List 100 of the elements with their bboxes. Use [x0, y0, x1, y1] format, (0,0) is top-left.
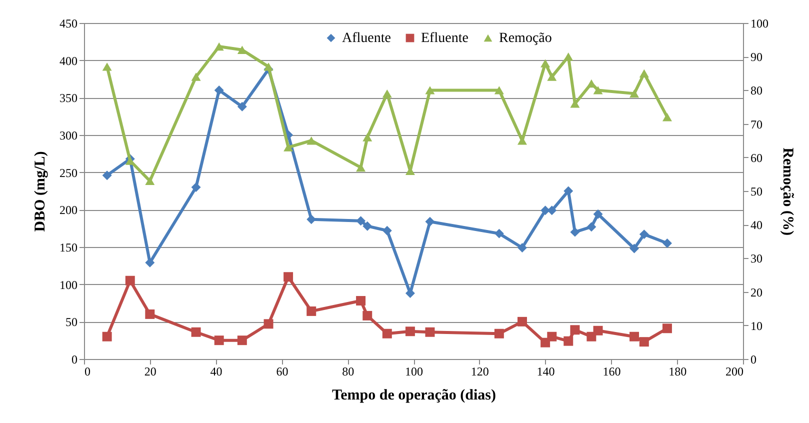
y2-tick-label: 80	[750, 84, 762, 98]
legend-label: Efluente	[421, 31, 468, 46]
point	[630, 89, 640, 98]
y-tick-label: 100	[60, 278, 78, 292]
y2-tick-label: 0	[750, 352, 756, 366]
point	[639, 337, 649, 347]
point	[564, 52, 574, 61]
point	[662, 324, 672, 334]
point	[662, 238, 672, 248]
point	[102, 62, 112, 71]
point	[382, 89, 392, 98]
point	[425, 327, 435, 337]
point	[564, 186, 574, 196]
y2-tick-label: 100	[750, 16, 768, 30]
point	[639, 230, 649, 240]
point	[191, 327, 201, 337]
point	[494, 328, 504, 338]
y2-tick-label: 10	[750, 318, 762, 333]
point	[405, 326, 415, 336]
y2-tick-label: 70	[750, 117, 762, 132]
point	[586, 332, 596, 342]
point	[306, 136, 316, 145]
point	[125, 276, 135, 286]
point	[264, 62, 274, 71]
y-tick-label: 200	[60, 203, 78, 218]
point	[517, 243, 527, 252]
point	[306, 306, 316, 316]
point	[593, 209, 603, 219]
point	[214, 42, 224, 51]
point	[356, 216, 366, 226]
point	[356, 163, 366, 172]
point	[547, 72, 557, 81]
point	[362, 221, 372, 231]
point	[214, 336, 224, 346]
x-tick-label: 80	[342, 364, 354, 378]
y-tick-label: 250	[60, 166, 78, 180]
point	[125, 156, 135, 165]
x-tick-label: 40	[210, 364, 222, 378]
point	[237, 102, 247, 112]
point	[570, 325, 580, 335]
point	[264, 319, 274, 329]
point	[494, 228, 504, 238]
y-tick-label: 50	[66, 315, 78, 330]
y-tick-label: 0	[72, 352, 78, 366]
y-tick-label: 400	[60, 54, 78, 68]
point	[191, 182, 201, 192]
point	[586, 222, 596, 232]
legend-label: Remoção	[499, 31, 552, 46]
point	[362, 310, 372, 320]
point	[639, 69, 649, 78]
x-tick-label: 180	[668, 364, 687, 378]
point	[356, 296, 366, 306]
point	[517, 316, 527, 326]
point	[570, 227, 580, 237]
y-axis-title: DBO (mg/L)	[32, 151, 48, 232]
point	[382, 226, 392, 236]
point	[191, 72, 201, 81]
y2-tick-label: 20	[750, 285, 762, 300]
point	[145, 309, 155, 319]
y-tick-label: 450	[60, 16, 78, 30]
y-tick-label: 150	[60, 240, 78, 254]
y2-tick-label: 90	[750, 50, 762, 64]
point	[102, 332, 112, 342]
x-tick-label: 20	[144, 364, 156, 378]
point	[540, 59, 550, 68]
point	[382, 328, 392, 338]
x-tick-label: 60	[276, 364, 288, 378]
point	[145, 176, 155, 186]
point	[214, 85, 224, 95]
y-tick-label: 300	[60, 128, 78, 142]
x-tick-label: 0	[84, 364, 90, 378]
x-axis-title: Tempo de operação (dias)	[332, 388, 496, 404]
point	[547, 206, 557, 216]
y2-tick-label: 60	[750, 150, 762, 165]
point	[102, 170, 112, 180]
point	[284, 143, 294, 152]
point	[425, 86, 435, 94]
point	[547, 332, 557, 342]
x-tick-label: 200	[726, 364, 744, 378]
point	[425, 216, 435, 226]
y2-tick-label: 50	[750, 184, 762, 198]
point	[237, 336, 247, 346]
point	[306, 214, 316, 224]
legend-label: Afluente	[342, 31, 391, 46]
point	[237, 46, 247, 54]
point	[494, 86, 504, 94]
point	[284, 272, 294, 282]
point	[362, 133, 372, 142]
point	[630, 244, 640, 254]
x-tick-label: 160	[602, 364, 621, 378]
y2-tick-label: 40	[750, 218, 762, 232]
point	[593, 326, 603, 336]
x-tick-label: 140	[536, 364, 555, 378]
y2-axis-title: Remoção (%)	[780, 148, 796, 236]
point	[564, 336, 574, 346]
y2-tick-label: 30	[750, 252, 762, 266]
point	[593, 86, 603, 94]
y-tick-label: 350	[60, 91, 78, 106]
x-tick-label: 120	[470, 364, 489, 378]
point	[630, 332, 640, 342]
